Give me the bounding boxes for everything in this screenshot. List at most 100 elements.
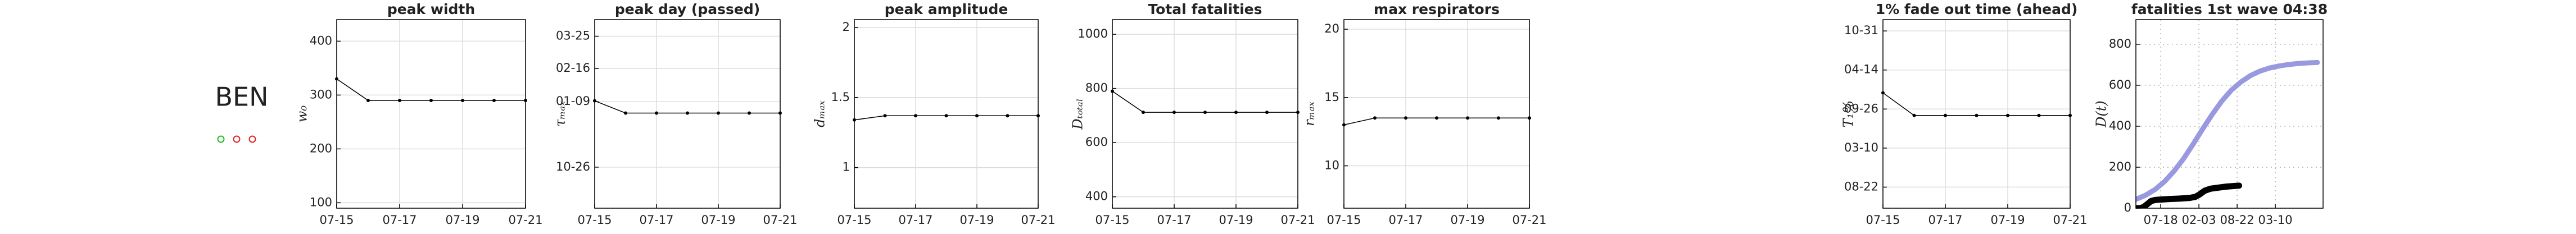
- axes-frame: [2135, 19, 2324, 209]
- x-tick-label: 07-19: [445, 213, 479, 227]
- data-point: [1006, 114, 1009, 118]
- chart-title: fatalities 1st wave 04:38: [2131, 1, 2328, 17]
- x-tick-label: 03-10: [2258, 213, 2293, 227]
- y-tick-label: 400: [2109, 119, 2131, 132]
- y-tick-label: 03-25: [556, 29, 590, 43]
- y-tick-label: 01-09: [556, 94, 590, 108]
- series-line: [2136, 182, 2242, 208]
- x-tick-label: 07-17: [1388, 213, 1423, 227]
- data-point: [975, 114, 979, 118]
- data-point: [2006, 113, 2009, 117]
- y-axis-label: w₀: [295, 105, 310, 123]
- y-axis-label: τₘₐₓ: [553, 101, 568, 127]
- x-tick-label: 07-15: [1866, 213, 1900, 227]
- data-point: [398, 99, 401, 102]
- status-dot: [217, 135, 225, 143]
- y-tick-label: 20: [1324, 22, 1339, 35]
- y-tick-label: 800: [1085, 81, 1108, 95]
- y-tick-label: 02-16: [556, 61, 590, 75]
- data-point: [686, 111, 689, 115]
- x-tick-label: 07-21: [1512, 213, 1546, 227]
- x-tick-label: 07-21: [508, 213, 542, 227]
- y-axis-label: D(t): [2094, 100, 2109, 128]
- x-tick-label: 08-22: [2220, 213, 2254, 227]
- y-tick-label: 200: [2109, 160, 2131, 173]
- y-axis-label: Dₜₒₜₐₗ: [1070, 98, 1086, 130]
- data-point: [1404, 116, 1407, 120]
- y-tick-label: 300: [310, 88, 332, 101]
- y-tick-label: 15: [1324, 90, 1339, 104]
- y-tick-label: 04-14: [1844, 63, 1878, 76]
- y-tick-label: 0: [2124, 201, 2131, 214]
- axes-frame: [594, 19, 781, 209]
- y-tick-label: 100: [310, 195, 332, 209]
- series-line: [1112, 90, 1298, 113]
- status-dot: [233, 135, 241, 143]
- y-tick-label: 2: [843, 20, 850, 34]
- y-axis-label: T₁%: [1841, 100, 1857, 127]
- axes-frame: [336, 19, 526, 209]
- x-tick-label: 07-17: [898, 213, 932, 227]
- data-point: [748, 111, 751, 115]
- chart-title: Total fatalities: [1148, 1, 1262, 17]
- y-tick-label: 600: [1085, 135, 1108, 149]
- chart-title: max respirators: [1374, 1, 1500, 17]
- data-point: [1203, 111, 1207, 114]
- x-tick-label: 07-17: [1928, 213, 1962, 227]
- x-tick-label: 07-21: [1280, 213, 1315, 227]
- x-tick-label: 07-17: [639, 213, 673, 227]
- x-tick-label: 07-19: [959, 213, 994, 227]
- y-tick-label: 600: [2109, 78, 2131, 91]
- country-label: BEN: [215, 82, 268, 112]
- data-point: [914, 114, 917, 118]
- data-point: [1497, 116, 1500, 120]
- y-tick-label: 800: [2109, 37, 2131, 51]
- y-tick-label: 09-26: [1844, 102, 1878, 115]
- x-tick-label: 07-15: [1327, 213, 1361, 227]
- data-point: [461, 99, 464, 102]
- axes-frame: [1112, 19, 1298, 209]
- x-tick-label: 07-15: [1095, 213, 1129, 227]
- x-tick-label: 07-21: [763, 213, 797, 227]
- y-tick-label: 200: [310, 141, 332, 155]
- x-tick-label: 07-21: [1021, 213, 1055, 227]
- y-tick-label: 400: [310, 34, 332, 47]
- data-point: [1912, 113, 1916, 117]
- x-tick-label: 07-18: [2144, 213, 2178, 227]
- data-point: [883, 114, 887, 118]
- series-line: [594, 100, 780, 114]
- y-tick-label: 1: [843, 160, 850, 174]
- series-line: [336, 78, 526, 101]
- x-tick-label: 07-17: [1157, 213, 1191, 227]
- y-tick-label: 1000: [1078, 27, 1108, 40]
- data-point: [1373, 116, 1377, 120]
- data-point: [366, 99, 370, 102]
- series-line: [2136, 59, 2320, 202]
- axes-frame: [854, 19, 1039, 209]
- data-point: [1172, 111, 1176, 114]
- x-tick-label: 07-19: [1219, 213, 1253, 227]
- axes-frame: [1882, 19, 2071, 209]
- data-point: [1435, 116, 1438, 120]
- x-tick-label: 07-19: [701, 213, 735, 227]
- data-point: [624, 111, 627, 115]
- data-point: [1944, 113, 1947, 117]
- x-tick-label: 07-15: [319, 213, 354, 227]
- y-tick-label: 10-26: [556, 160, 590, 173]
- chart-title: 1% fade out time (ahead): [1876, 1, 2078, 17]
- y-tick-label: 10-31: [1844, 24, 1878, 37]
- x-tick-label: 07-15: [577, 213, 612, 227]
- y-tick-label: 03-10: [1844, 141, 1878, 154]
- x-tick-label: 07-21: [2053, 213, 2087, 227]
- chart-title: peak amplitude: [885, 1, 1008, 17]
- data-point: [1466, 116, 1469, 120]
- y-tick-label: 400: [1085, 190, 1108, 203]
- data-point: [492, 99, 496, 102]
- chart-title: peak day (passed): [615, 1, 760, 17]
- data-point: [655, 111, 658, 115]
- data-point: [1234, 111, 1238, 114]
- x-tick-label: 07-19: [1990, 213, 2025, 227]
- y-tick-label: 10: [1324, 159, 1339, 172]
- data-point: [717, 111, 720, 115]
